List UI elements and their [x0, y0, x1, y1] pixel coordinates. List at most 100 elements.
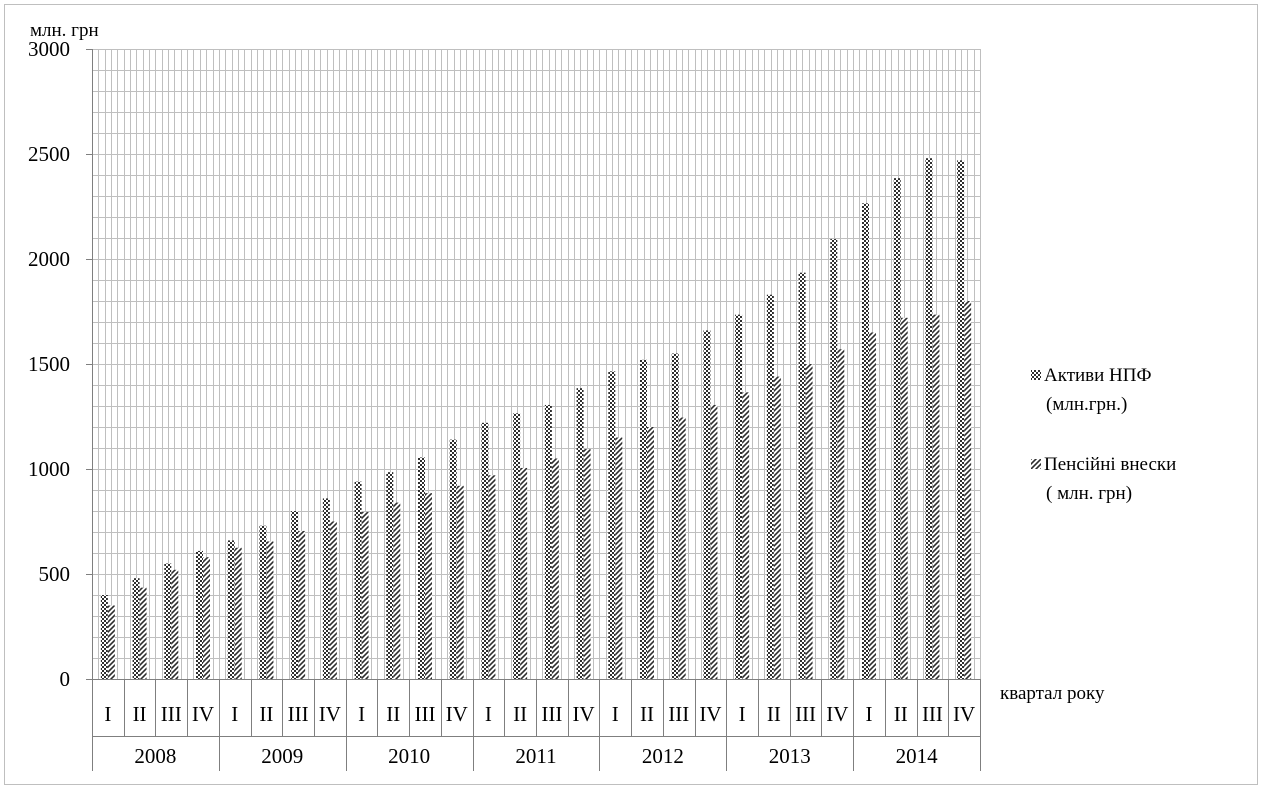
bar-series-1: [100, 595, 108, 679]
bar-series-1: [766, 294, 774, 679]
quarter-label: IV: [446, 702, 468, 726]
grid-lines: [92, 49, 981, 680]
legend: Активи НПФ (млн.грн.) Пенсійні внески ( млн…: [1031, 365, 1176, 504]
bar-series-2: [742, 392, 750, 679]
bar-series-2: [203, 557, 210, 679]
bar-series-2: [266, 541, 274, 679]
bar-series-2: [520, 467, 528, 679]
quarter-label: IV: [192, 702, 214, 726]
bar-series-2: [647, 427, 654, 679]
bar-series-2: [869, 332, 876, 679]
bar-series-2: [393, 502, 401, 679]
quarter-label: I: [866, 702, 873, 726]
y-tick-label: 500: [39, 562, 71, 586]
bar-series-2: [234, 547, 242, 679]
bar-series-1: [798, 272, 806, 679]
bar-series-2: [678, 417, 686, 679]
quarter-label: III: [541, 702, 562, 726]
bar-series-2: [583, 449, 591, 679]
quarter-label: III: [288, 702, 309, 726]
quarter-label: II: [259, 702, 273, 726]
quarter-label: II: [894, 702, 908, 726]
legend-swatch-1: [1031, 370, 1041, 380]
bar-series-1: [735, 314, 743, 679]
bar-series-1: [291, 511, 299, 679]
bar-series-1: [957, 160, 965, 680]
quarter-label: IV: [953, 702, 975, 726]
bar-series-1: [893, 178, 901, 679]
bar-series-2: [488, 475, 496, 679]
bar-series-1: [513, 413, 521, 679]
quarter-label: II: [386, 702, 400, 726]
bar-series-1: [481, 422, 489, 679]
bar-series-1: [544, 404, 552, 679]
bar-series-1: [259, 525, 267, 679]
bar-series-1: [449, 439, 457, 679]
bar-series-2: [615, 437, 623, 679]
year-label: 2008: [134, 744, 176, 768]
quarter-label: I: [358, 702, 365, 726]
quarter-label: III: [668, 702, 689, 726]
quarter-label: I: [612, 702, 619, 726]
bar-series-2: [964, 301, 972, 679]
quarter-label: I: [231, 702, 238, 726]
legend-swatch-2: [1031, 459, 1041, 469]
year-label: 2013: [769, 744, 811, 768]
bar-series-1: [132, 578, 140, 679]
bar-series-1: [164, 563, 172, 679]
legend-label-2: ( млн. грн): [1046, 483, 1132, 504]
bar-series-2: [425, 493, 432, 679]
quarter-label: IV: [699, 702, 721, 726]
y-tick-label: 2500: [28, 142, 70, 166]
bar-series-1: [418, 457, 425, 679]
bar-series-2: [710, 404, 718, 679]
year-label: 2009: [261, 744, 303, 768]
bar-series-2: [139, 587, 147, 679]
quarter-label: II: [767, 702, 781, 726]
bar-series-1: [322, 498, 330, 679]
axes: [86, 49, 981, 771]
year-label: 2011: [515, 744, 556, 768]
bar-series-1: [830, 239, 838, 680]
y-tick-label: 2000: [28, 247, 70, 271]
quarter-label: III: [415, 702, 436, 726]
quarter-label: II: [133, 702, 147, 726]
bar-series-1: [925, 158, 933, 679]
quarter-label: II: [640, 702, 654, 726]
quarter-label: III: [795, 702, 816, 726]
year-label: 2012: [642, 744, 684, 768]
bars: [100, 158, 972, 680]
bar-series-2: [107, 605, 115, 679]
year-label: 2014: [896, 744, 939, 768]
bar-series-1: [640, 359, 647, 679]
bar-series-2: [329, 521, 337, 679]
year-label: 2010: [388, 744, 430, 768]
legend-label-1: (млн.грн.): [1046, 394, 1127, 415]
bar-series-1: [196, 550, 203, 679]
y-tick-label: 3000: [28, 37, 70, 61]
quarter-label: IV: [572, 702, 594, 726]
legend-label-2: Пенсійні внески: [1044, 454, 1176, 475]
bar-series-2: [298, 530, 306, 679]
bar-series-2: [900, 317, 908, 679]
quarter-label: III: [922, 702, 943, 726]
y-axis-title: млн. грн: [30, 20, 99, 41]
bar-series-2: [551, 458, 559, 679]
bar-series-2: [456, 485, 464, 679]
bar-series-2: [361, 512, 369, 679]
bar-series-1: [671, 353, 679, 679]
quarter-label: I: [104, 702, 111, 726]
bar-series-2: [805, 364, 813, 679]
bar-series-1: [227, 540, 235, 679]
quarter-label: II: [513, 702, 527, 726]
y-tick-label: 0: [60, 667, 71, 691]
bar-series-1: [386, 472, 394, 679]
bar-series-2: [837, 349, 845, 679]
legend-label-1: Активи НПФ: [1044, 365, 1152, 386]
bar-series-2: [932, 314, 940, 679]
bar-series-2: [171, 569, 179, 679]
bar-series-1: [608, 371, 616, 679]
x-axis-title: квартал року: [1000, 683, 1105, 704]
bar-series-1: [354, 481, 362, 679]
